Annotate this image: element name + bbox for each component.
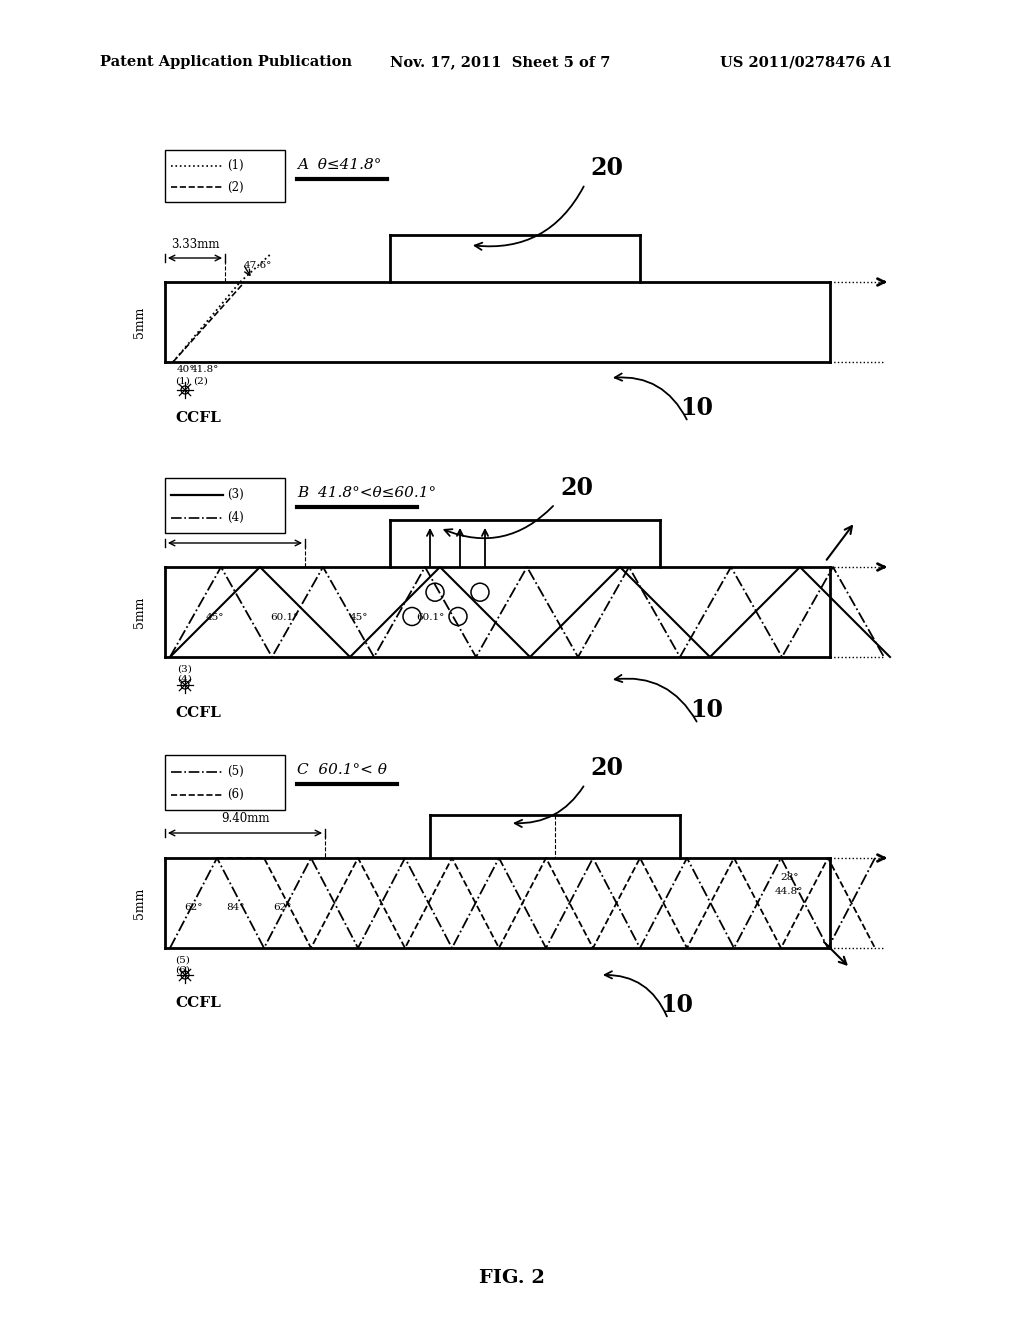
- FancyArrowPatch shape: [605, 972, 667, 1016]
- Text: 3.33mm: 3.33mm: [171, 238, 219, 251]
- Bar: [165, 755, 285, 810]
- Text: (2): (2): [193, 378, 208, 385]
- Text: 5mm: 5mm: [133, 597, 146, 628]
- Text: 20: 20: [590, 756, 623, 780]
- Text: (5): (5): [227, 766, 244, 777]
- Text: 45°: 45°: [350, 612, 369, 622]
- Text: 62°: 62°: [273, 903, 292, 912]
- Text: (3): (3): [227, 488, 244, 502]
- Text: 40°: 40°: [177, 366, 196, 374]
- Text: 10: 10: [660, 993, 693, 1016]
- Text: (1): (1): [175, 378, 189, 385]
- Bar: [165, 150, 285, 202]
- Text: CCFL: CCFL: [175, 997, 221, 1010]
- FancyArrowPatch shape: [515, 787, 584, 828]
- Text: B  41.8°<θ≤60.1°: B 41.8°<θ≤60.1°: [297, 486, 436, 500]
- Text: 47.6°: 47.6°: [244, 261, 272, 271]
- Text: 8.70mm: 8.70mm: [211, 523, 259, 536]
- Text: 60.1°: 60.1°: [270, 612, 299, 622]
- Text: FIG. 2: FIG. 2: [479, 1269, 545, 1287]
- Text: 20: 20: [560, 477, 593, 500]
- Text: 62°: 62°: [183, 903, 203, 912]
- Text: (4): (4): [227, 511, 244, 524]
- Text: C  60.1°< θ: C 60.1°< θ: [297, 763, 387, 777]
- Text: 20: 20: [590, 156, 623, 180]
- Text: (1): (1): [227, 160, 244, 172]
- Text: 9.40mm: 9.40mm: [221, 813, 269, 825]
- Text: 5mm: 5mm: [133, 887, 146, 919]
- FancyArrowPatch shape: [614, 374, 687, 420]
- Text: 28°: 28°: [780, 874, 799, 883]
- FancyArrowPatch shape: [444, 506, 553, 539]
- Text: 10: 10: [680, 396, 713, 420]
- Text: CCFL: CCFL: [175, 706, 221, 719]
- Text: 84°: 84°: [226, 903, 245, 912]
- Text: (6): (6): [227, 788, 244, 801]
- Text: 41.8°: 41.8°: [191, 366, 219, 374]
- Text: 10: 10: [690, 698, 723, 722]
- Text: US 2011/0278476 A1: US 2011/0278476 A1: [720, 55, 892, 69]
- Text: A  θ≤41.8°: A θ≤41.8°: [297, 157, 381, 172]
- Text: 44.8°: 44.8°: [775, 887, 804, 895]
- FancyArrowPatch shape: [475, 186, 584, 249]
- Text: (6): (6): [175, 966, 189, 975]
- Text: CCFL: CCFL: [175, 411, 221, 425]
- Text: (4): (4): [177, 675, 191, 684]
- FancyArrowPatch shape: [614, 675, 696, 722]
- Text: (5): (5): [175, 956, 189, 965]
- Text: Nov. 17, 2011  Sheet 5 of 7: Nov. 17, 2011 Sheet 5 of 7: [390, 55, 610, 69]
- Text: (3): (3): [177, 665, 191, 675]
- Text: 5mm: 5mm: [133, 306, 146, 338]
- Text: 60.1°: 60.1°: [417, 612, 444, 622]
- Text: Patent Application Publication: Patent Application Publication: [100, 55, 352, 69]
- Text: 45°: 45°: [206, 612, 224, 622]
- Text: (2): (2): [227, 181, 244, 194]
- Bar: [165, 478, 285, 533]
